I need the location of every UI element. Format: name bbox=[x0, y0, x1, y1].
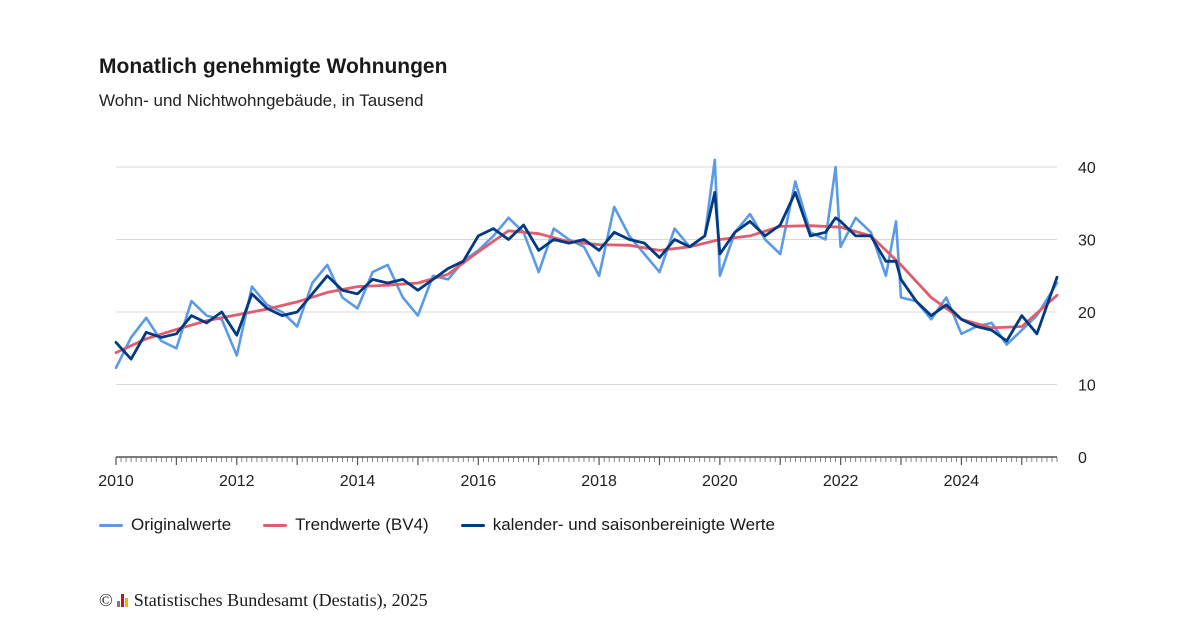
y-tick-label-0: 0 bbox=[1078, 450, 1087, 467]
y-tick-label-40: 40 bbox=[1078, 160, 1096, 177]
legend-label: Trendwerte (BV4) bbox=[295, 515, 429, 534]
y-axis: 0 10 20 30 40 bbox=[1078, 160, 1096, 467]
legend-label: kalender- und saisonbereinigte Werte bbox=[492, 515, 775, 534]
y-tick-label-20: 20 bbox=[1078, 305, 1096, 322]
legend-swatch-bereinigt bbox=[460, 523, 485, 527]
y-tick-label-10: 10 bbox=[1078, 378, 1096, 395]
x-axis: 2010 2012 2014 2016 2018 2020 2022 2024 bbox=[98, 456, 1058, 490]
source-text: Statistisches Bundesamt (Destatis), 2025 bbox=[133, 590, 428, 610]
chart-title: Monatlich genehmigte Wohnungen bbox=[99, 55, 448, 78]
x-tick-label-2022: 2022 bbox=[823, 473, 859, 490]
x-tick-label-2010: 2010 bbox=[98, 473, 134, 490]
copyright-symbol: © bbox=[99, 590, 113, 610]
legend-item-originalwerte[interactable]: Originalwerte bbox=[99, 515, 231, 535]
series-line-1 bbox=[114, 158, 1059, 370]
x-tick-label-2020: 2020 bbox=[702, 473, 738, 490]
series-line-3 bbox=[114, 190, 1059, 361]
x-tick-label-2024: 2024 bbox=[944, 473, 980, 490]
grid-lines bbox=[116, 166, 1057, 385]
source-note: © Statistisches Bundesamt (Destatis), 20… bbox=[99, 590, 428, 611]
x-tick-label-2016: 2016 bbox=[461, 473, 497, 490]
chart-legend: Originalwerte Trendwerte (BV4) kalender-… bbox=[99, 515, 807, 535]
y-tick-label-30: 30 bbox=[1078, 233, 1096, 250]
legend-item-trendwerte[interactable]: Trendwerte (BV4) bbox=[263, 515, 429, 535]
legend-label: Originalwerte bbox=[131, 515, 232, 534]
x-tick-label-2018: 2018 bbox=[581, 473, 617, 490]
x-tick-label-2012: 2012 bbox=[219, 473, 255, 490]
legend-swatch-trendwerte bbox=[263, 523, 288, 527]
line-chart: 2010 2012 2014 2016 2018 2020 2022 2024 0 10 20 30… bbox=[98, 158, 1096, 490]
x-tick-label-2014: 2014 bbox=[340, 473, 376, 490]
legend-item-bereinigt[interactable]: kalender- und saisonbereinigte Werte bbox=[460, 515, 775, 535]
chart-subtitle: Wohn- und Nichtwohngebäude, in Tausend bbox=[99, 91, 424, 110]
destatis-logo-icon bbox=[116, 594, 129, 607]
legend-swatch-originalwerte bbox=[99, 523, 123, 527]
series-line-2 bbox=[114, 224, 1059, 355]
plot-area bbox=[114, 158, 1059, 370]
